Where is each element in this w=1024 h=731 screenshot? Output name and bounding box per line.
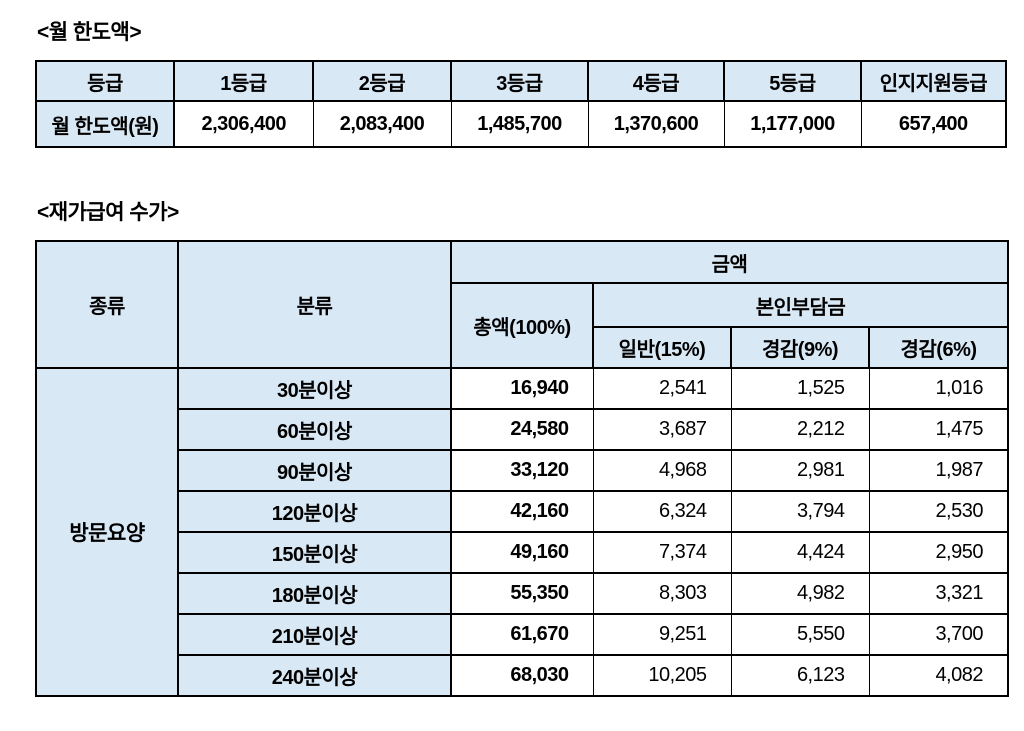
copay-subheader-1: 경감(9%) [730, 326, 870, 369]
fee-row-150분이상: 150분이상 49,160 7,374 4,424 2,950 [36, 531, 1009, 574]
service-type-cell: 방문요양 [35, 367, 179, 697]
fee-row-210분이상: 210분이상 61,670 9,251 5,550 3,700 [36, 613, 1009, 656]
copay-amount-cell-1: 1,525 [730, 367, 870, 410]
copay-amount-cell-0: 7,374 [592, 531, 732, 574]
copay-amount-cell-1: 5,550 [730, 613, 870, 656]
copay-subheader-0: 일반(15%) [592, 326, 732, 369]
copay-amount-cell-2: 3,321 [868, 572, 1009, 615]
monthly-limit-row-label: 월 한도액(원) [35, 100, 175, 148]
copay-amount-cell-0: 6,324 [592, 490, 732, 533]
fee-row-90분이상: 90분이상 33,120 4,968 2,981 1,987 [36, 449, 1009, 492]
copay-column-header: 본인부담금 [592, 282, 1009, 328]
copay-amount-cell-2: 1,016 [868, 367, 1009, 410]
grade-header-4: 4등급 [587, 60, 725, 102]
copay-amount-cell-0: 9,251 [592, 613, 732, 656]
duration-class-cell: 90분이상 [177, 449, 452, 492]
duration-class-cell: 120분이상 [177, 490, 452, 533]
duration-class-cell: 60분이상 [177, 408, 452, 451]
copay-amount-cell-2: 1,987 [868, 449, 1009, 492]
total-amount-cell: 24,580 [450, 408, 594, 451]
amount-column-header: 금액 [450, 240, 1009, 284]
grade-header-6: 인지지원등급 [860, 60, 1007, 102]
fee-row-30분이상: 방문요양 30분이상 16,940 2,541 1,525 1,016 [35, 367, 1009, 697]
monthly-limit-value-3: 1,370,600 [587, 100, 725, 148]
fee-row-60분이상: 60분이상 24,580 3,687 2,212 1,475 [36, 408, 1009, 451]
copay-amount-cell-0: 2,541 [592, 367, 732, 410]
fee-header-row-2: 총액(100%) 본인부담금 [36, 282, 1009, 369]
total-amount-cell: 55,350 [450, 572, 594, 615]
copay-amount-cell-0: 4,968 [592, 449, 732, 492]
class-column-header: 분류 [177, 240, 452, 369]
total-amount-cell: 33,120 [450, 449, 594, 492]
copay-amount-cell-1: 2,212 [730, 408, 870, 451]
monthly-limit-value-5: 657,400 [860, 100, 1007, 148]
monthly-limit-table: 등급 1등급 2등급 3등급 4등급 5등급 인지지원등급 월 한도액(원) 2,306,4… [35, 60, 1007, 148]
duration-class-cell: 210분이상 [177, 613, 452, 656]
monthly-limit-title: <월 한도액> [37, 21, 142, 44]
total-amount-cell: 16,940 [450, 367, 594, 410]
grade-header-2: 2등급 [312, 60, 452, 102]
duration-class-cell: 30분이상 [177, 367, 452, 410]
grade-header-1: 1등급 [173, 60, 314, 102]
copay-amount-cell-2: 1,475 [868, 408, 1009, 451]
copay-amount-cell-1: 4,982 [730, 572, 870, 615]
copay-subheader-2: 경감(6%) [868, 326, 1009, 369]
type-column-header: 종류 [35, 240, 179, 369]
total-amount-cell: 49,160 [450, 531, 594, 574]
copay-amount-cell-1: 6,123 [730, 654, 870, 697]
fee-row-180분이상: 180분이상 55,350 8,303 4,982 3,321 [36, 572, 1009, 615]
fee-row-240분이상: 240분이상 68,030 10,205 6,123 4,082 [36, 654, 1009, 697]
copay-amount-cell-0: 3,687 [592, 408, 732, 451]
grade-header-5: 5등급 [723, 60, 862, 102]
grade-header-0: 등급 [35, 60, 175, 102]
fee-row-120분이상: 120분이상 42,160 6,324 3,794 2,530 [36, 490, 1009, 533]
copay-amount-cell-1: 2,981 [730, 449, 870, 492]
copay-amount-cell-2: 4,082 [868, 654, 1009, 697]
monthly-limit-value-0: 2,306,400 [173, 100, 314, 148]
home-care-fee-title: <재가급여 수가> [37, 201, 179, 224]
monthly-limit-value-4: 1,177,000 [723, 100, 862, 148]
copay-amount-cell-2: 3,700 [868, 613, 1009, 656]
monthly-limit-header-row: 등급 1등급 2등급 3등급 4등급 5등급 인지지원등급 [35, 60, 1007, 102]
duration-class-cell: 240분이상 [177, 654, 452, 697]
copay-amount-cell-2: 2,950 [868, 531, 1009, 574]
copay-amount-cell-1: 3,794 [730, 490, 870, 533]
copay-amount-cell-0: 8,303 [592, 572, 732, 615]
copay-amount-cell-2: 2,530 [868, 490, 1009, 533]
total-amount-cell: 42,160 [450, 490, 594, 533]
total-column-header: 총액(100%) [450, 282, 594, 369]
monthly-limit-value-1: 2,083,400 [312, 100, 452, 148]
fee-header-row-1: 종류 분류 금액 [35, 240, 1009, 369]
duration-class-cell: 180분이상 [177, 572, 452, 615]
home-care-fee-table: 종류 분류 금액 총액(100%) 본인부담금 일반(15%) 경감(9%) 경감(… [35, 240, 1009, 697]
duration-class-cell: 150분이상 [177, 531, 452, 574]
copay-amount-cell-0: 10,205 [592, 654, 732, 697]
copay-amount-cell-1: 4,424 [730, 531, 870, 574]
fee-header-row-3: 일반(15%) 경감(9%) 경감(6%) [36, 326, 1009, 369]
total-amount-cell: 61,670 [450, 613, 594, 656]
total-amount-cell: 68,030 [450, 654, 594, 697]
monthly-limit-value-row: 월 한도액(원) 2,306,400 2,083,400 1,485,700 1,37… [35, 100, 1007, 148]
monthly-limit-value-2: 1,485,700 [450, 100, 589, 148]
grade-header-3: 3등급 [450, 60, 589, 102]
